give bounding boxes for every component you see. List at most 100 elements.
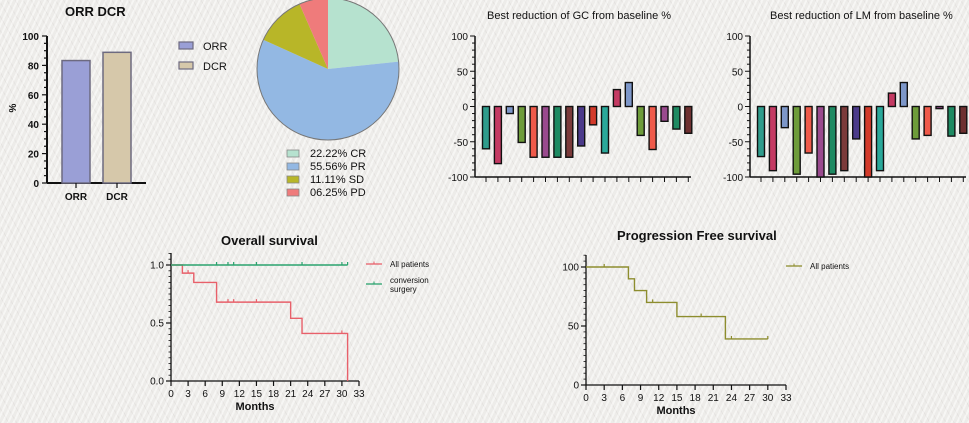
x-axis-label: Months [656,405,695,417]
waterfall-bar [648,105,657,151]
y-tick-label: 0 [33,179,39,190]
waterfall-bar [636,105,645,137]
waterfall-bar [875,105,885,172]
y-tick-label: 0 [573,381,579,392]
waterfall-bar [541,105,550,158]
y-tick-label: 1.0 [150,261,164,272]
x-tick-label: 6 [202,389,208,400]
waterfall-bar [612,88,622,108]
waterfall-bar [481,105,491,150]
lm-waterfall-chart: Best reduction of LM from baseline % -100… [723,10,968,184]
waterfall-bar [804,105,813,154]
x-tick-label: 12 [234,389,246,400]
waterfall-bar [529,105,538,158]
pie-slice-sd [263,3,328,69]
x-tick-label: 0 [583,393,589,404]
y-tick-label: 100 [22,32,39,43]
gc-waterfall-chart: Best reduction of GC from baseline % -100… [448,10,693,184]
y-tick-label: 0 [737,103,743,114]
pie-legend-label: 55.56% PR [310,161,366,173]
legend-swatch [178,41,194,50]
waterfall-bar [780,105,789,129]
waterfall-bar [493,105,503,165]
waterfall-bar [840,105,849,172]
waterfall-bar [911,105,920,140]
x-tick-label: 3 [601,393,607,404]
pie-slice-pd [299,0,328,69]
y-tick-label: 50 [732,67,744,78]
waterfall-bar [828,105,837,175]
pie-legend-swatch [286,162,300,171]
pie-outline [256,0,400,141]
legend-label: All patients [390,260,429,269]
chart-title: Overall survival [221,233,318,248]
waterfall-bar [792,105,801,175]
legend-label: ORR [203,41,228,53]
waterfall-bar [565,105,574,158]
waterfall-bar [505,105,514,115]
waterfall-bar [672,105,681,130]
pfs-chart: Progression Free survival 0 50 100 0 3 6 9 12 15 1… [562,228,849,417]
waterfall-bar [816,105,825,178]
y-tick-label: -100 [448,173,468,184]
legend-label: conversion [390,276,429,285]
x-tick-label: 30 [336,389,348,400]
waterfall-bar [887,92,897,108]
y-tick-label: 20 [28,150,40,161]
x-tick-label: 0 [168,389,174,400]
y-tick-label: 80 [28,61,40,72]
waterfall-bar [899,81,908,108]
x-tick-label: 33 [780,393,792,404]
waterfall-bar [935,105,944,110]
km-curve-all-patients [586,266,768,340]
km-curve-all-patients [171,264,349,381]
waterfall-bar [684,105,693,134]
waterfall-bar [553,105,562,158]
chart-title: Progression Free survival [617,228,777,243]
x-tick-label: 24 [726,393,738,404]
x-tick-label: 18 [268,389,280,400]
x-tick-label: 24 [302,389,314,400]
y-tick-label: 50 [457,67,469,78]
x-tick-label: 9 [638,393,644,404]
chart-title: ORR DCR [65,4,126,19]
y-axis-label: % [8,103,19,112]
waterfall-bar [852,105,861,140]
y-tick-label: 0 [462,103,468,114]
waterfall-bar [624,81,633,108]
y-tick-label: -50 [454,138,469,149]
x-tick-label: 3 [185,389,191,400]
y-tick-label: 0.5 [150,319,164,330]
pie-legend-label: 11.11% SD [310,174,364,186]
x-tick-label: ORR [65,192,88,203]
x-axis-label: Months [235,401,274,413]
waterfall-bar [517,105,526,144]
bar-dcr [102,51,132,184]
y-tick-label: 0.0 [150,377,164,388]
legend-label: DCR [203,61,227,73]
waterfall-bar [923,105,932,137]
legend-label: All patients [810,262,849,271]
chart-title: Best reduction of LM from baseline % [770,10,953,22]
pie-legend-swatch [286,149,300,158]
x-tick-label: 6 [620,393,626,404]
waterfall-bar [959,105,968,134]
pie-slice-cr [328,0,399,69]
y-tick-label: 100 [726,32,743,43]
legend-swatch [178,61,194,70]
pie-legend-swatch [286,188,300,197]
bar-orr [61,59,91,184]
pie-legend-label: 06.25% PD [310,187,366,199]
waterfall-bar [768,105,778,172]
waterfall-bar [947,105,956,137]
y-tick-label: 100 [451,32,468,43]
x-tick-label: 15 [671,393,683,404]
waterfall-bar [863,105,873,178]
legend-label: surgery [390,285,417,294]
waterfall-bar [600,105,610,154]
x-tick-label: DCR [106,192,128,203]
waterfall-bar [588,105,598,126]
x-tick-label: 21 [708,393,720,404]
overall-survival-chart: Overall survival 0.0 0.5 1.0 0 3 6 9 12 15 18 21 24 2… [150,233,429,413]
